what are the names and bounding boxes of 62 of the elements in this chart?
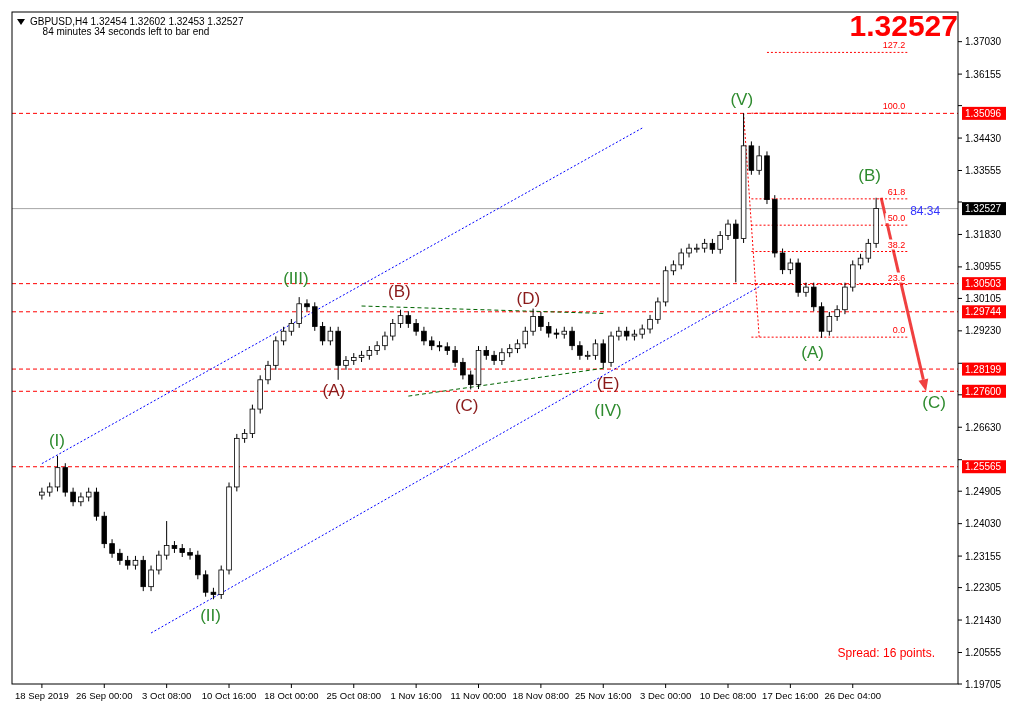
y-tick-label: 1.21430: [965, 614, 1002, 626]
x-tick-label: 3 Dec 00:00: [640, 690, 692, 701]
y-tick-label: 1.30955: [965, 261, 1002, 273]
ref-line-label: 1.35096: [965, 107, 1002, 119]
y-tick-label: 1.23155: [965, 550, 1002, 562]
annotation: (I): [48, 431, 65, 451]
series-label: 38.2: [887, 239, 906, 250]
x-tick-label: 3 Oct 08:00: [142, 690, 192, 701]
y-tick-label: 1.30105: [965, 292, 1002, 304]
ref-line-label: 1.28199: [965, 363, 1002, 375]
y-tick-label: 1.37030: [965, 36, 1002, 48]
x-tick-label: 25 Oct 08:00: [326, 690, 381, 701]
y-tick-label: 1.36155: [965, 68, 1002, 80]
annotation: Spread: 16 points.: [837, 646, 935, 661]
ref-line-label: 1.30503: [965, 278, 1002, 290]
annotation: (II): [200, 605, 221, 625]
annotation: 1.32527: [849, 8, 958, 42]
ref-line-label: 1.25565: [965, 461, 1002, 473]
annotation: (C): [922, 393, 946, 413]
y-tick-label: 1.20555: [965, 646, 1002, 658]
series-label: 61.8: [887, 186, 906, 197]
y-tick-label: 1.34430: [965, 132, 1002, 144]
annotation: (B): [388, 281, 411, 301]
y-tick-label: 1.24905: [965, 485, 1002, 497]
y-tick-label: 1.26630: [965, 421, 1002, 433]
x-tick-label: 18 Oct 00:00: [264, 690, 319, 701]
x-tick-label: 10 Oct 16:00: [201, 690, 257, 701]
x-tick-label: 10 Dec 08:00: [699, 690, 757, 701]
series-label: 23.6: [887, 272, 906, 283]
y-tick-label: 1.33555: [965, 165, 1002, 176]
series-label: 127.2: [882, 40, 906, 51]
annotation: 84:34: [910, 204, 941, 219]
series-label: 0.0: [892, 325, 906, 336]
annotation: (A): [322, 380, 346, 400]
x-tick-label: 18 Nov 08:00: [512, 690, 570, 701]
series-label: 100.0: [882, 101, 906, 112]
chart-title: GBPUSD,H4 1.32454 1.32602 1.32453 1.32527: [30, 16, 244, 27]
annotation: (V): [730, 89, 754, 109]
x-tick-label: 25 Nov 16:00: [575, 690, 632, 701]
annotation: (D): [516, 288, 541, 308]
y-tick-label: 1.29230: [965, 325, 1002, 337]
annotation: (C): [454, 396, 479, 416]
annotation: 84 minutes 34 seconds left to bar end: [42, 25, 210, 37]
ref-line-label: 1.29744: [965, 306, 1002, 318]
y-tick-label: 1.31830: [965, 228, 1002, 240]
y-tick-label: 1.24030: [965, 518, 1002, 530]
annotation: (IV): [594, 400, 622, 420]
ref-line-label: 1.32527: [965, 203, 1002, 215]
x-tick-label: 17 Dec 16:00: [762, 690, 819, 701]
x-tick-label: 11 Nov 00:00: [450, 690, 507, 701]
series-label: 50.0: [887, 213, 906, 224]
annotation: (B): [858, 165, 882, 185]
x-tick-label: 18 Sep 2019: [14, 690, 69, 701]
y-tick-label: 1.22305: [965, 582, 1002, 594]
ref-line-label: 1.27600: [965, 385, 1002, 397]
annotation: (A): [801, 343, 824, 363]
x-tick-label: 26 Dec 04:00: [824, 690, 881, 701]
y-tick-label: 1.19705: [965, 678, 1002, 690]
annotation: (E): [596, 373, 620, 393]
x-tick-label: 26 Sep 00:00: [76, 690, 133, 701]
annotation: (III): [283, 269, 309, 289]
x-tick-label: 1 Nov 16:00: [390, 690, 442, 701]
